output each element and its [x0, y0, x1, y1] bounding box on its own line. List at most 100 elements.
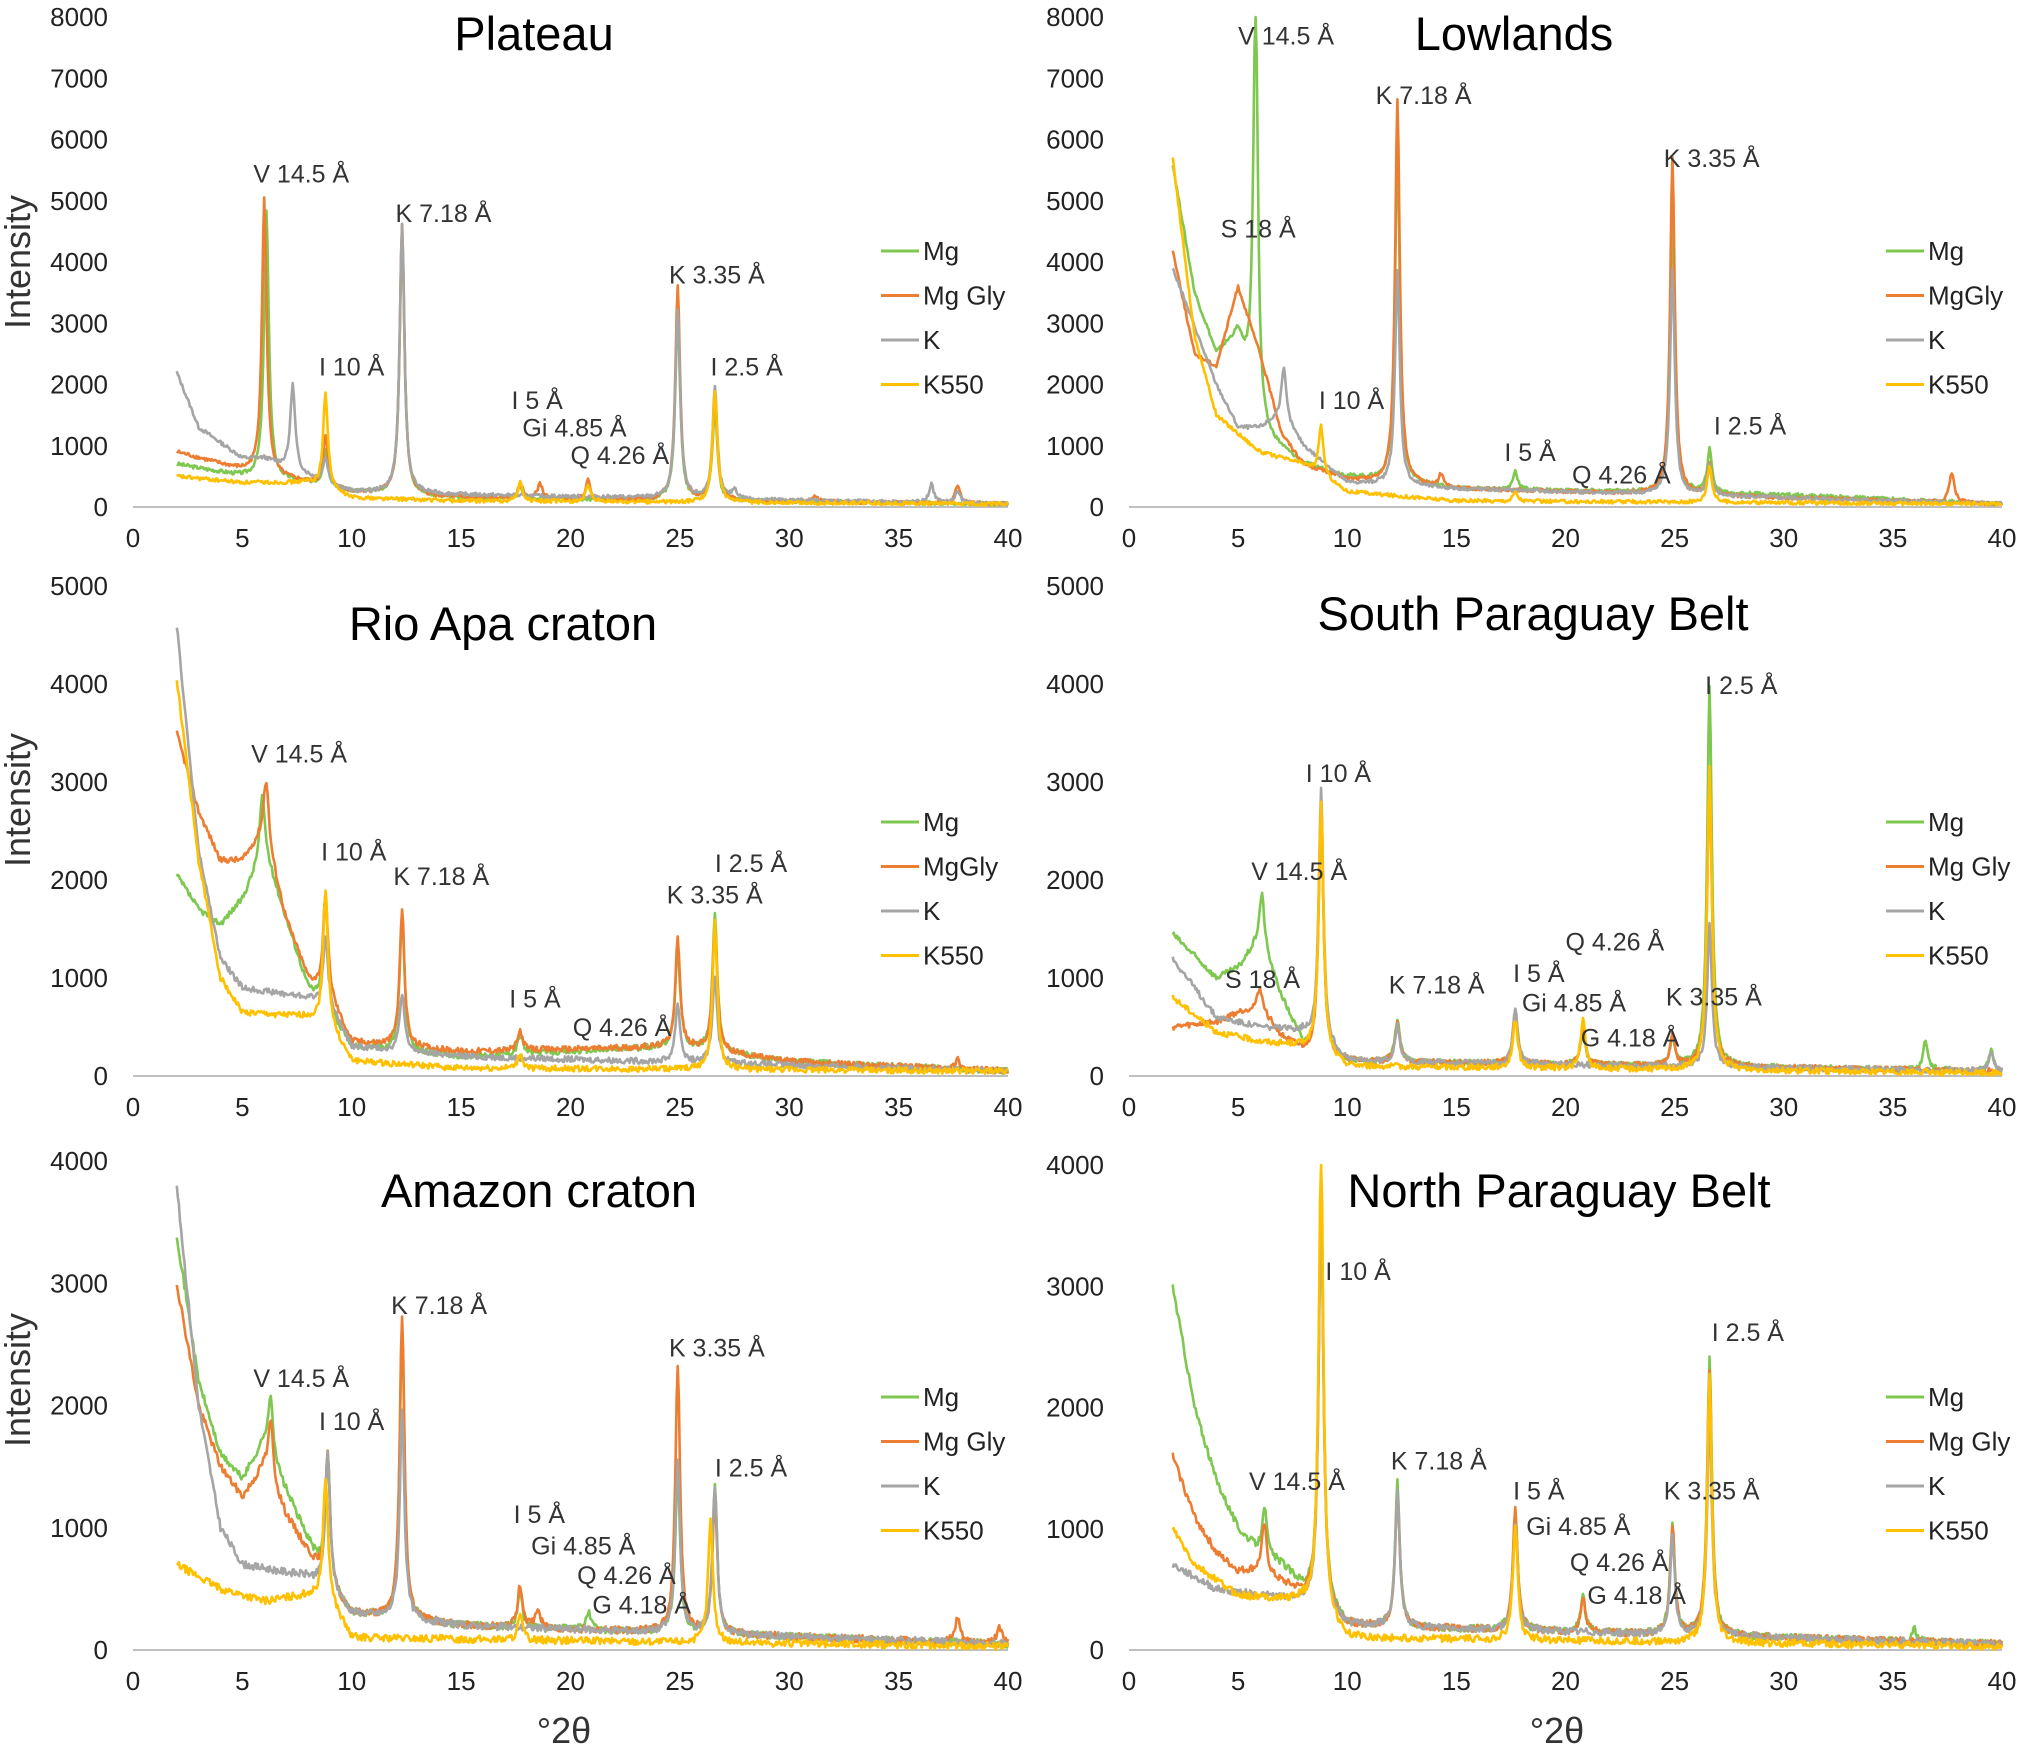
legend-label: K550	[1928, 1516, 1989, 1546]
peak-annotation: G 4.18 Å	[1587, 1580, 1686, 1610]
x-tick-label: 15	[1442, 1666, 1471, 1696]
y-tick-label: 0	[1090, 1635, 1104, 1665]
series-line-mg	[1171, 1187, 2004, 1648]
peak-annotation: I 2.5 Å	[711, 351, 784, 381]
x-tick-label: 35	[884, 1092, 913, 1122]
x-tick-label: 25	[1660, 1092, 1689, 1122]
x-tick-label: 25	[665, 523, 694, 553]
x-tick-label: 25	[1660, 523, 1689, 553]
series-line-k550	[1171, 1163, 2004, 1652]
y-tick-label: 4000	[1046, 247, 1104, 277]
legend-label: Mg Gly	[923, 281, 1005, 311]
peak-annotation: I 5 Å	[511, 385, 563, 415]
peak-annotation: V 14.5 Å	[1251, 856, 1347, 886]
peak-annotation: Q 4.26 Å	[573, 1012, 672, 1042]
legend-label: K550	[923, 941, 984, 971]
x-tick-label: 25	[665, 1666, 694, 1696]
y-axis-label: Intensity	[0, 1313, 38, 1447]
x-tick-label: 40	[1988, 523, 2017, 553]
y-tick-label: 6000	[50, 125, 108, 155]
x-tick-label: 5	[235, 523, 249, 553]
peak-annotation: K 7.18 Å	[1391, 1445, 1487, 1475]
x-axis-label: °2θ	[537, 1710, 591, 1750]
legend-label: K550	[1928, 370, 1989, 400]
x-tick-label: 25	[1660, 1666, 1689, 1696]
legend-label: Mg Gly	[923, 1427, 1005, 1457]
x-tick-label: 0	[126, 1666, 140, 1696]
peak-annotation: K 7.18 Å	[396, 198, 492, 228]
legend-label: Mg	[923, 236, 959, 266]
peak-annotation: Gi 4.85 Å	[1522, 987, 1627, 1017]
legend-label: K550	[923, 1516, 984, 1546]
peak-annotation: I 2.5 Å	[715, 1452, 788, 1482]
peak-annotation: I 2.5 Å	[1712, 1317, 1785, 1347]
panel-amazon-craton: 0 5 10 15 20 25 30 35 40 0 1000 2000 3000 4000 Mg Mg Gl…	[0, 1146, 1022, 1750]
y-tick-label: 2000	[1046, 1393, 1104, 1423]
peak-annotation: G 4.18 Å	[1581, 1023, 1680, 1053]
x-tick-label: 25	[665, 1092, 694, 1122]
y-tick-label: 8000	[1046, 2, 1104, 32]
peak-annotation: K 7.18 Å	[393, 861, 489, 891]
x-tick-label: 0	[1122, 1666, 1136, 1696]
x-tick-label: 5	[1231, 1092, 1245, 1122]
series-line-mggly	[175, 730, 1009, 1075]
x-tick-label: 20	[556, 1092, 585, 1122]
x-tick-label: 30	[775, 1092, 804, 1122]
peak-annotation: Q 4.26 Å	[1572, 460, 1671, 490]
y-tick-label: 5000	[50, 571, 108, 601]
peak-annotation: Gi 4.85 Å	[531, 1531, 636, 1561]
x-tick-label: 15	[447, 1666, 476, 1696]
x-tick-label: 15	[1442, 523, 1471, 553]
peak-annotation: K 3.35 Å	[669, 259, 765, 289]
y-tick-label: 3000	[1046, 1271, 1104, 1301]
y-tick-label: 3000	[50, 1268, 108, 1298]
panel-north-paraguay-belt: 0 5 10 15 20 25 30 35 40 0 1000 2000 3000 4000 Mg Mg Gl…	[1046, 1150, 2016, 1750]
series-line-k	[175, 627, 1009, 1075]
y-tick-label: 0	[94, 1061, 108, 1091]
x-tick-label: 30	[1769, 1092, 1798, 1122]
legend-label: Mg Gly	[1928, 1427, 2010, 1457]
legend-label: K	[1928, 325, 1946, 355]
x-tick-label: 30	[1769, 523, 1798, 553]
peak-annotation: K 7.18 Å	[391, 1290, 487, 1320]
legend-label: MgGly	[923, 852, 998, 882]
x-tick-label: 5	[235, 1666, 249, 1696]
y-tick-label: 7000	[1046, 63, 1104, 93]
x-tick-label: 5	[1231, 1666, 1245, 1696]
peak-annotation: K 3.35 Å	[1664, 143, 1760, 173]
y-tick-label: 4000	[50, 1146, 108, 1176]
x-tick-label: 35	[1878, 1666, 1907, 1696]
peak-annotation: Q 4.26 Å	[1570, 1547, 1669, 1577]
legend-label: K	[1928, 896, 1946, 926]
x-tick-label: 10	[337, 523, 366, 553]
peak-annotation: S 18 Å	[1225, 964, 1300, 994]
x-tick-label: 5	[235, 1092, 249, 1122]
x-tick-label: 15	[447, 523, 476, 553]
chart-title: Amazon craton	[381, 1164, 697, 1217]
x-tick-label: 30	[775, 1666, 804, 1696]
peak-annotation: Gi 4.85 Å	[522, 413, 627, 443]
peak-annotation: I 10 Å	[1306, 758, 1372, 788]
y-tick-label: 3000	[50, 767, 108, 797]
y-tick-label: 1000	[50, 1513, 108, 1543]
peak-annotation: V 14.5 Å	[1249, 1466, 1345, 1496]
legend-label: Mg Gly	[1928, 852, 2010, 882]
y-tick-label: 4000	[1046, 1150, 1104, 1180]
chart-title: South Paraguay Belt	[1317, 587, 1748, 640]
peak-annotation: I 10 Å	[319, 1406, 385, 1436]
peak-annotation: Gi 4.85 Å	[1526, 1511, 1631, 1541]
panel-rio-apa-craton: 0 5 10 15 20 25 30 35 40 0 1000 2000 3000 4000 5000 Mg M…	[0, 571, 1022, 1122]
chart-title: Lowlands	[1415, 7, 1614, 60]
legend-label: K	[923, 896, 941, 926]
peak-annotation: Q 4.26 Å	[577, 1560, 676, 1590]
x-tick-label: 15	[447, 1092, 476, 1122]
legend-label: K	[923, 1471, 941, 1501]
y-tick-label: 3000	[1046, 308, 1104, 338]
peak-annotation: I 5 Å	[1513, 1476, 1565, 1506]
series-line-k	[1171, 267, 2004, 507]
legend-label: Mg	[923, 1382, 959, 1412]
chart-title: North Paraguay Belt	[1347, 1164, 1770, 1217]
series-line-k550	[1171, 157, 2003, 508]
x-tick-label: 20	[556, 523, 585, 553]
x-tick-label: 10	[337, 1666, 366, 1696]
